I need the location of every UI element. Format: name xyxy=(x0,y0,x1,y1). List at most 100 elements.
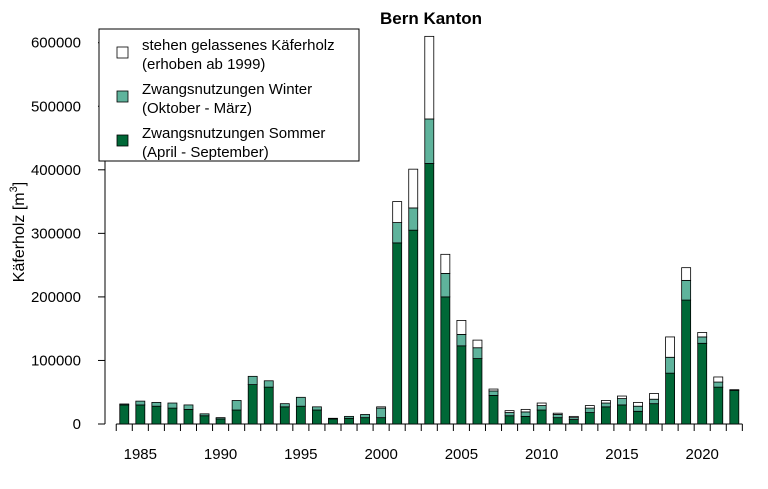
bar-segment xyxy=(376,417,387,425)
bar-segment xyxy=(536,409,547,425)
bar-segment xyxy=(360,417,370,425)
bar-segment xyxy=(633,410,643,425)
legend-box xyxy=(98,28,360,162)
bar-segment xyxy=(344,415,354,419)
bar-segment xyxy=(456,333,467,347)
bar-segment xyxy=(263,380,274,388)
bar-segment xyxy=(600,406,611,425)
bar-segment xyxy=(713,386,724,425)
bar-segment xyxy=(472,347,483,359)
bar-segment xyxy=(215,417,226,420)
bar-segment xyxy=(681,279,692,301)
legend-label-sub: (Oktober - März) xyxy=(142,100,252,117)
bar-segment xyxy=(424,35,435,120)
bar-segment xyxy=(681,267,692,281)
bar-segment xyxy=(312,409,322,425)
bar-segment xyxy=(713,381,724,388)
bar-segment xyxy=(697,342,708,425)
bar-segment xyxy=(151,401,162,407)
bar-segment xyxy=(119,404,130,425)
bar-segment xyxy=(376,406,387,409)
bar-segment xyxy=(552,414,563,419)
bar-segment xyxy=(392,201,403,223)
legend-label-sub: (April - September) xyxy=(142,144,269,161)
bar-segment xyxy=(263,386,274,425)
bar-segment xyxy=(472,339,483,349)
bar-segment xyxy=(488,390,499,396)
bar-segment xyxy=(536,405,547,411)
bar-segment xyxy=(584,405,595,409)
bar-segment xyxy=(151,405,162,425)
axes: 0 100000 200000 300000 400000 500000 600000 198… xyxy=(31,35,743,463)
bar-segment xyxy=(488,395,499,425)
bar-segment xyxy=(456,345,467,425)
bar-segment xyxy=(392,242,403,425)
bar-segment xyxy=(328,418,338,425)
bar-segment xyxy=(488,388,499,392)
bar-segment xyxy=(328,417,338,420)
x-tick-label: 1995 xyxy=(284,446,317,463)
bar-segment xyxy=(552,412,563,415)
bar-segment xyxy=(408,207,419,231)
bar-segment xyxy=(617,404,627,425)
bar-segment xyxy=(472,358,483,425)
bar-segment xyxy=(729,389,740,425)
bar-segment xyxy=(713,376,724,383)
bar-segment xyxy=(697,336,708,344)
bar-segment xyxy=(247,375,258,386)
bar-segment xyxy=(520,408,531,413)
bar-segment xyxy=(295,396,306,407)
x-tick-label: 1985 xyxy=(124,446,157,463)
legend-label: Zwangsnutzungen Winter xyxy=(142,81,312,98)
bar-segment xyxy=(167,402,178,409)
legend: stehen gelassenes Käferholz (erhoben ab 1… xyxy=(98,28,360,162)
bar-segment xyxy=(617,395,627,399)
bar-segment xyxy=(231,400,242,411)
bar-segment xyxy=(633,405,643,412)
bar-segment xyxy=(183,408,194,425)
legend-label-sub: (erhoben ab 1999) xyxy=(142,56,265,73)
bar-segment xyxy=(617,398,627,406)
y-tick-label: 100000 xyxy=(31,352,81,369)
bar-segment xyxy=(424,118,435,164)
bar-segment xyxy=(279,403,290,408)
bar-segment xyxy=(440,272,451,298)
bar-segment xyxy=(568,415,579,419)
y-tick-label: 400000 xyxy=(31,162,81,179)
bar-segment xyxy=(584,407,595,413)
bar-segment xyxy=(408,229,419,425)
bar-segment xyxy=(424,163,435,425)
bar-segment xyxy=(360,414,370,419)
bar-segment xyxy=(312,406,322,411)
legend-swatch xyxy=(116,90,129,103)
bar-segment xyxy=(649,393,659,400)
bar-segment xyxy=(504,410,515,413)
bar-segment xyxy=(568,419,579,425)
bar-segment xyxy=(665,372,675,425)
bar-segment xyxy=(536,402,547,406)
legend-swatch xyxy=(116,46,129,59)
x-tick-label: 2005 xyxy=(445,446,478,463)
bar-segment xyxy=(729,389,740,391)
bar-segment xyxy=(697,332,708,338)
bar-segment xyxy=(520,415,531,425)
bar-segment xyxy=(344,417,354,425)
bar-segment xyxy=(649,398,659,405)
bar-segment xyxy=(504,415,515,425)
bar-segment xyxy=(504,412,515,417)
bar-segment xyxy=(392,222,403,244)
bar-segment xyxy=(119,403,130,406)
y-axis-label-main: Käferholz [m xyxy=(11,192,28,282)
bar-segment xyxy=(279,406,290,425)
bar-segment xyxy=(376,407,387,419)
bar-segment xyxy=(681,299,692,425)
bar-segment xyxy=(665,356,675,374)
y-tick-label: 200000 xyxy=(31,289,81,306)
bar-segment xyxy=(215,418,226,425)
bar-segment xyxy=(199,413,210,417)
legend-label: stehen gelassenes Käferholz xyxy=(142,37,335,54)
y-axis-label-superscript: 3 xyxy=(8,186,20,192)
bar-segment xyxy=(231,409,242,425)
